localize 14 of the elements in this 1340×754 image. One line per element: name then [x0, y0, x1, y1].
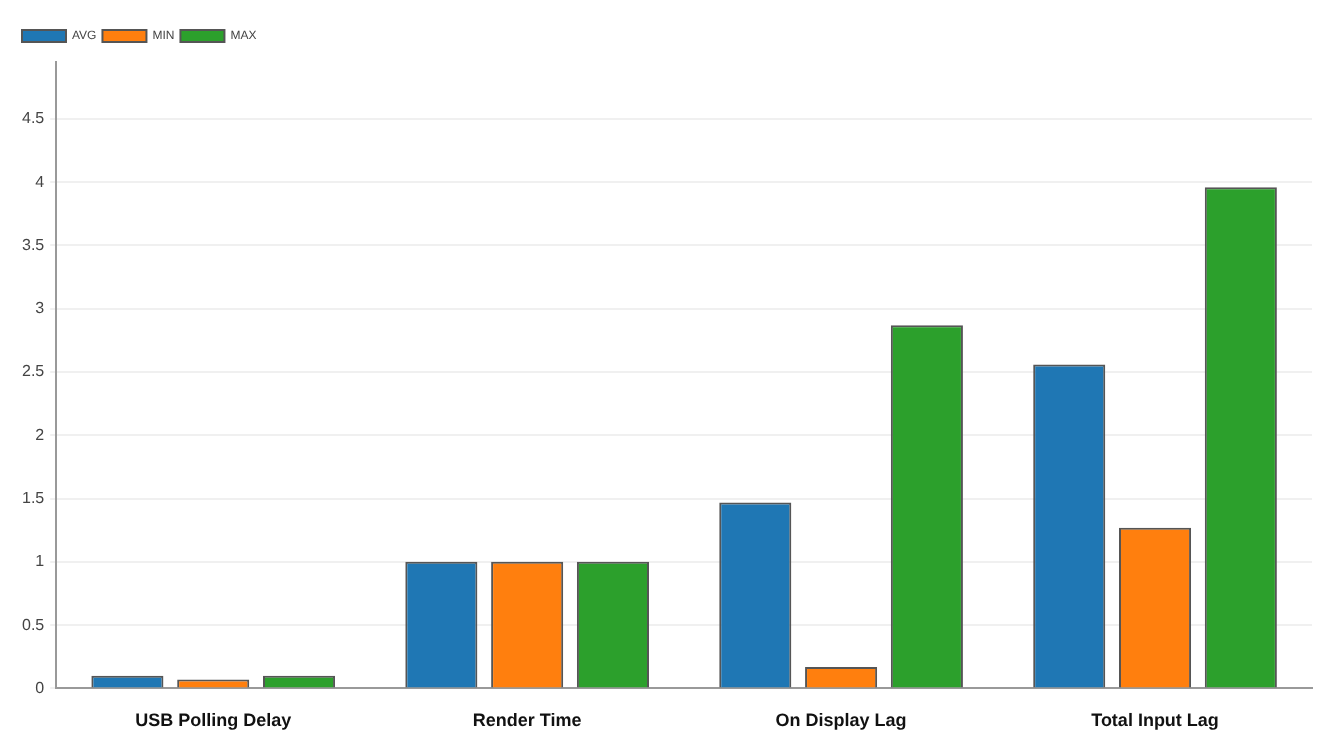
y-tick-label: 2.5: [21, 362, 46, 381]
x-tick-label: On Display Lag: [775, 710, 907, 731]
y-tick-label: 4.5: [21, 109, 46, 128]
x-tick-label: Render Time: [472, 710, 582, 731]
x-tick-label: Total Input Lag: [1091, 710, 1219, 731]
y-tick-label: 3.5: [21, 235, 46, 254]
y-tick-label: 2: [35, 425, 46, 444]
y-tick-label: 1: [35, 552, 46, 571]
y-tick-label: 1.5: [21, 488, 46, 507]
y-tick-label: 0: [35, 678, 46, 697]
y-tick-label: 3: [35, 299, 46, 318]
x-tick-label: USB Polling Delay: [135, 710, 292, 731]
y-tick-label: 4: [35, 172, 46, 191]
y-tick-label: 0.5: [21, 615, 46, 634]
